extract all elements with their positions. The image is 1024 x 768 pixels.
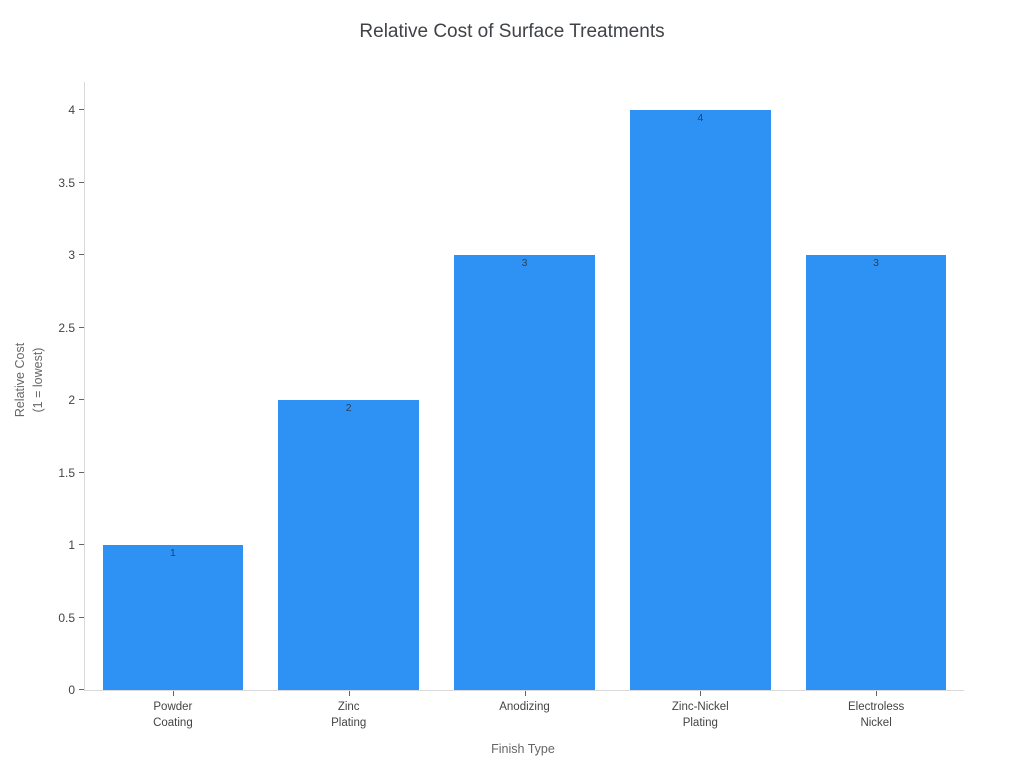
bar-value-label: 3 [873, 257, 879, 269]
y-tick-label: 0 [68, 683, 75, 697]
bar-value-label: 2 [345, 402, 352, 414]
y-tick-label: 2.5 [58, 320, 75, 335]
x-tick-mark [876, 691, 878, 696]
y-tick-label: 3 [68, 248, 75, 262]
x-tick-label: Anodizing [499, 701, 550, 713]
y-axis-title: Relative Cost (1 = lowest) [13, 342, 45, 418]
y-tick-label: 3.5 [58, 175, 75, 190]
bar-value-label: 1 [169, 547, 176, 559]
bar: 3 [454, 255, 595, 690]
y-tick-label: 1 [68, 538, 75, 552]
y-tick-label: 4 [68, 103, 75, 117]
y-tick-label: 0.5 [58, 610, 75, 625]
x-tick-label: Powder Coating [153, 701, 193, 729]
x-tick-mark [348, 691, 350, 696]
bar-value-label: 4 [697, 112, 704, 124]
plot-area: 0 0.5 1 1.5 2 2.5 3 3.5 4 1 Powder Coating 2 Zinc Pl… [58, 82, 964, 729]
x-tick-mark [524, 691, 526, 696]
x-axis-title: Finish Type [491, 742, 555, 756]
y-tick-mark [79, 181, 84, 183]
x-tick-mark [700, 691, 702, 696]
y-tick-mark [79, 326, 84, 328]
y-tick-label: 1.5 [58, 465, 75, 480]
y-tick-mark [79, 616, 84, 618]
bar: 4 [629, 110, 771, 690]
y-tick-mark [79, 399, 84, 400]
x-tick-mark [172, 691, 174, 696]
y-tick-mark [79, 471, 84, 473]
y-tick-mark [79, 109, 84, 110]
bar: 2 [278, 400, 419, 690]
y-tick-mark [79, 544, 84, 545]
x-tick-label: Zinc-Nickel Plating [671, 701, 729, 729]
x-tick-label: Electroless Nickel [847, 701, 905, 729]
x-tick-label: Zinc Plating [331, 701, 367, 729]
chart-title: Relative Cost of Surface Treatments [359, 21, 665, 42]
y-tick-mark [79, 689, 84, 690]
bar: 1 [102, 545, 244, 690]
bar-value-label: 3 [521, 257, 528, 269]
y-tick-mark [79, 254, 84, 255]
y-tick-label: 2 [68, 393, 75, 407]
bar: 3 [805, 255, 947, 690]
